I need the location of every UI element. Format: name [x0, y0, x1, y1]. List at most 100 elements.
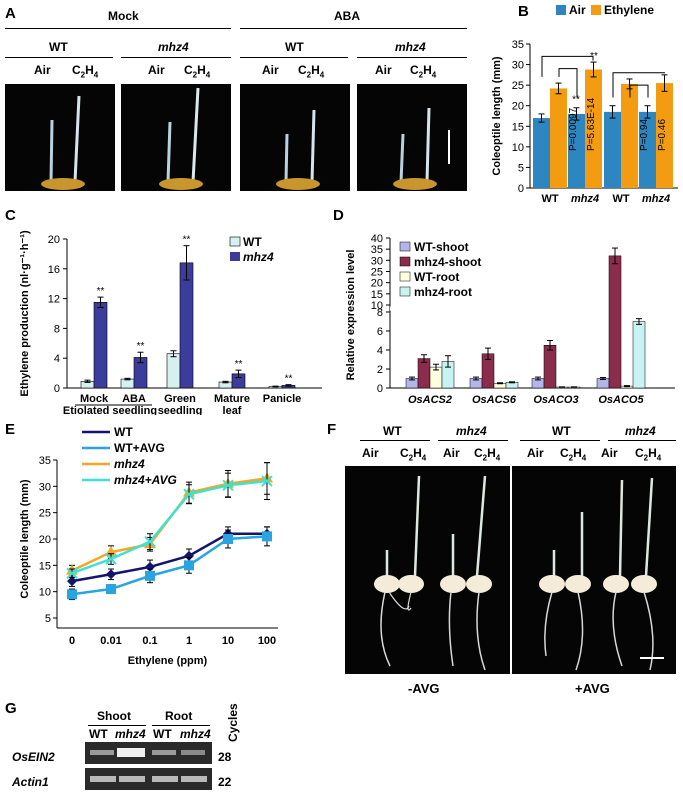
x-tick-label: leaf: [223, 405, 242, 415]
f-line-4: [608, 440, 676, 441]
y-tick-label: 2: [377, 364, 383, 376]
x-tick-label: Mock: [80, 393, 109, 405]
marker-wt: [67, 576, 77, 587]
x-tick-label: 1: [186, 635, 192, 647]
y-tick-label: 20: [512, 101, 524, 113]
panel-label-c: C: [5, 207, 16, 224]
bar-ethylene: [585, 69, 602, 188]
legend-label: mhz4: [114, 457, 145, 471]
y-tick-label: 30: [39, 481, 51, 493]
geno-line-2: [121, 57, 231, 58]
f-c2h4-4: C2H4: [635, 446, 662, 463]
bar-wt: [120, 378, 135, 389]
geno-label-1: WT: [49, 40, 68, 54]
y-tick-label: 6: [377, 326, 383, 338]
air-label: Air: [375, 63, 392, 77]
marker-wt-avg: [106, 584, 116, 595]
bar-wt: [166, 353, 181, 389]
x-axis-label: Ethylene (ppm): [128, 655, 208, 667]
marker-mhz4-avg: [183, 488, 195, 500]
x-tick-label: mhz4: [571, 193, 599, 205]
bar-air: [639, 111, 656, 188]
y-tick-label: 30: [512, 60, 524, 72]
y-tick-label: 8: [54, 323, 60, 335]
sig-mark: **: [285, 374, 293, 385]
photo-wt-aba: [240, 84, 350, 191]
bar-mhz4: [93, 302, 108, 389]
y-tick-label: 4: [377, 345, 383, 357]
panel-label-b: B: [518, 3, 529, 20]
cycles-value-1: 28: [218, 750, 232, 764]
bar-air: [604, 111, 621, 188]
y-tick-label: 25: [39, 508, 51, 520]
panel-label-d: D: [333, 207, 344, 224]
f-air-2: Air: [443, 446, 460, 460]
y-tick-label: 15: [371, 289, 383, 301]
photo-plus-avg: [512, 466, 676, 674]
y-tick-label: 35: [371, 244, 383, 256]
c2h4-label: C2H4: [184, 63, 211, 80]
legend-label: mhz4+AVG: [114, 473, 177, 487]
y-axis-label: Relative expression level: [345, 250, 357, 381]
x-tick-label: OsACS2: [408, 394, 452, 406]
y-tick-label: 16: [48, 264, 60, 276]
aba-header: ABA: [334, 9, 360, 23]
marker-wt-avg: [145, 570, 155, 581]
f-geno-2: mhz4: [456, 424, 487, 438]
c2h4-label: C2H4: [410, 63, 437, 80]
gene-label-2: Actin1: [12, 775, 49, 789]
x-tick-label: WT: [541, 193, 558, 205]
y-tick-label: 25: [512, 80, 524, 92]
y-tick-label: 20: [48, 234, 60, 246]
sig-mark: **: [183, 235, 191, 246]
marker-mhz4-avg: [144, 535, 156, 548]
legend-label-air: Air: [569, 3, 586, 17]
legend-label-ethylene: Ethylene: [604, 3, 654, 17]
panel-label-f: F: [327, 421, 337, 438]
x-tick-label: ABA: [122, 393, 146, 405]
bar-ethylene: [550, 88, 567, 188]
y-tick-label: 12: [48, 294, 60, 306]
bracket-aba: [612, 72, 665, 98]
gel-row-1: [85, 742, 212, 764]
lane-label-1: WT: [89, 727, 108, 741]
marker-mhz4-avg: [222, 479, 234, 491]
y-tick-label: 35: [39, 455, 51, 467]
photo-minus-avg: [345, 466, 510, 674]
f-air-3: Air: [527, 446, 544, 460]
geno-label-4: mhz4: [395, 40, 426, 54]
x-tick-label: Mature: [214, 393, 250, 405]
air-label: Air: [262, 63, 279, 77]
c2h4-label: C2H4: [72, 63, 99, 80]
sig-mark: **: [235, 359, 243, 370]
x-tick-label: OsACO3: [533, 394, 578, 406]
marker-wt-avg: [262, 531, 272, 542]
legend-swatch-air: [556, 5, 566, 15]
f-c2h4-1: C2H4: [400, 446, 427, 463]
y-tick-label: 5: [518, 162, 524, 174]
plus-avg-label: +AVG: [575, 681, 610, 696]
y-tick-label: 0: [54, 383, 60, 395]
bar-mhz4: [179, 262, 194, 389]
f-c2h4-3: C2H4: [560, 446, 587, 463]
series-line-0: [71, 532, 267, 583]
legend-swatch-ethylene: [591, 5, 601, 15]
geno-line-3: [240, 57, 348, 58]
x-tick-label: 0: [69, 635, 75, 647]
y-tick-label: 40: [371, 233, 383, 245]
bracket-mock: [541, 55, 594, 77]
cycles-label: Cycles: [226, 703, 240, 742]
y-axis-label: Ethylene production (nl·g⁻¹·h⁻¹): [19, 230, 31, 397]
photo-mhz4-mock: [121, 84, 231, 191]
marker-wt-avg: [184, 560, 194, 571]
bar-mhz4-root: [632, 321, 646, 389]
legend-label: WT+AVG: [114, 441, 165, 455]
geno-line-1: [5, 57, 113, 58]
mock-header: Mock: [108, 9, 139, 23]
marker-mhz4-avg: [105, 553, 117, 565]
marker-wt-avg: [223, 534, 233, 544]
x-tick-label: 0.1: [142, 635, 157, 647]
y-tick-label: 20: [371, 278, 383, 290]
panel-label-g: G: [5, 700, 17, 717]
